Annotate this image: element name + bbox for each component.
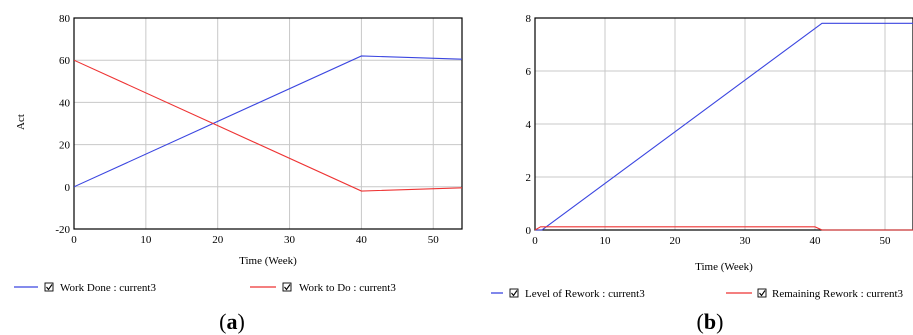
legend-checkbox bbox=[757, 288, 767, 298]
y-tick-label: 40 bbox=[59, 97, 71, 109]
panel-letter: b bbox=[704, 309, 716, 334]
x-tick-label: 30 bbox=[740, 235, 752, 247]
y-tick-label: 20 bbox=[59, 140, 71, 152]
y-tick-label: 0 bbox=[526, 225, 532, 237]
y-tick-label: 0 bbox=[65, 182, 71, 194]
series-line-2 bbox=[535, 226, 913, 231]
x-tick-label: 50 bbox=[428, 234, 440, 246]
legend-checkbox bbox=[282, 282, 292, 292]
x-tick-label: 10 bbox=[140, 234, 152, 246]
x-axis-label: Time (Week) bbox=[239, 255, 297, 267]
checkmark-icon bbox=[759, 290, 766, 297]
series-line-2 bbox=[74, 59, 462, 192]
y-tick-label: 8 bbox=[526, 13, 532, 25]
x-tick-label: 0 bbox=[532, 235, 538, 247]
checkmark-icon bbox=[511, 290, 518, 297]
x-tick-label: 0 bbox=[71, 234, 77, 246]
x-tick-label: 50 bbox=[880, 235, 892, 247]
x-tick-label: 30 bbox=[284, 234, 296, 246]
series-line-1 bbox=[74, 55, 462, 188]
panel-caption: (b) bbox=[697, 309, 724, 334]
x-tick-label: 20 bbox=[670, 235, 682, 247]
panel-letter: a bbox=[227, 309, 238, 334]
series-line-1 bbox=[535, 22, 913, 231]
plot-frame bbox=[73, 17, 463, 230]
legend-label: Remaining Rework : current3 bbox=[772, 288, 904, 300]
x-tick-label: 10 bbox=[600, 235, 612, 247]
legend-checkbox bbox=[44, 282, 54, 292]
legend-label: Work to Do : current3 bbox=[299, 282, 396, 294]
y-tick-label: 80 bbox=[59, 13, 71, 25]
chart-panel-b: 0 10 20 30 40 50 0 2 4 6 8 Time (Week) Level of Rewo… bbox=[491, 13, 913, 334]
panel-caption: (a) bbox=[219, 309, 245, 334]
legend-checkbox bbox=[509, 288, 519, 298]
y-tick-label: 60 bbox=[59, 55, 71, 67]
legend-label: Level of Rework : current3 bbox=[525, 288, 645, 300]
y-axis-label: Act bbox=[15, 114, 27, 130]
x-tick-label: 20 bbox=[212, 234, 224, 246]
x-axis-label: Time (Week) bbox=[695, 261, 753, 273]
y-tick-label: 4 bbox=[526, 119, 532, 131]
legend-label: Work Done : current3 bbox=[60, 282, 156, 294]
checkmark-icon bbox=[284, 284, 291, 291]
x-tick-label: 40 bbox=[810, 235, 822, 247]
y-tick-label: 6 bbox=[526, 66, 532, 78]
x-tick-label: 40 bbox=[356, 234, 368, 246]
y-tick-label: -20 bbox=[55, 224, 70, 236]
checkmark-icon bbox=[46, 284, 53, 291]
plot-frame bbox=[534, 17, 913, 231]
y-tick-label: 2 bbox=[526, 172, 532, 184]
